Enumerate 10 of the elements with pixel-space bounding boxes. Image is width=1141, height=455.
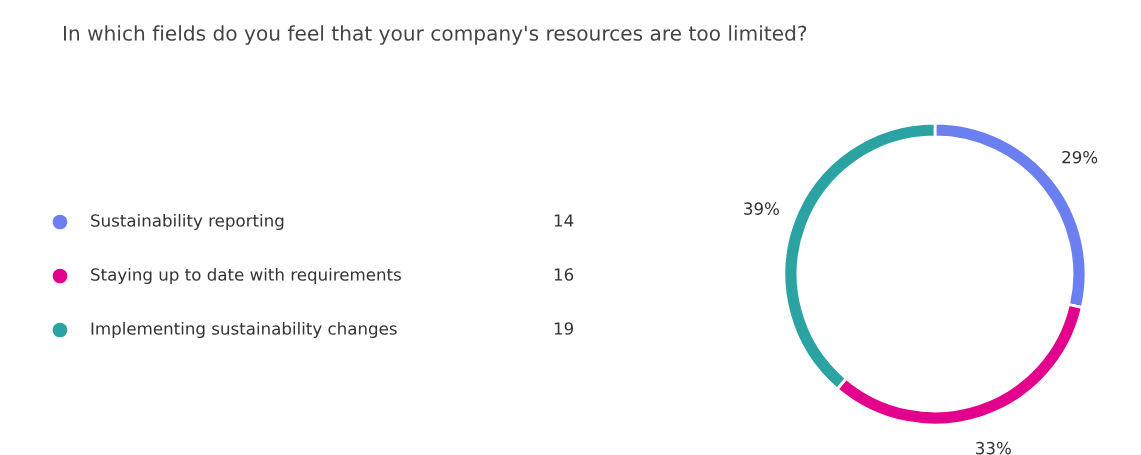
legend-label: Staying up to date with requirements (91, 267, 401, 285)
text: 33% (976, 441, 1011, 455)
legend-label: Sustainability reporting (91, 213, 284, 231)
text: 29% (1062, 150, 1098, 164)
data-label: 19 (554, 322, 574, 335)
text: 39% (744, 202, 779, 215)
data-label: 14 (554, 214, 574, 227)
legend-label: Implementing sustainability changes (91, 321, 397, 339)
data-label: 16 (554, 268, 574, 281)
chart-title: In which fields do you feel that your company's resources are too limited? (63, 25, 807, 45)
